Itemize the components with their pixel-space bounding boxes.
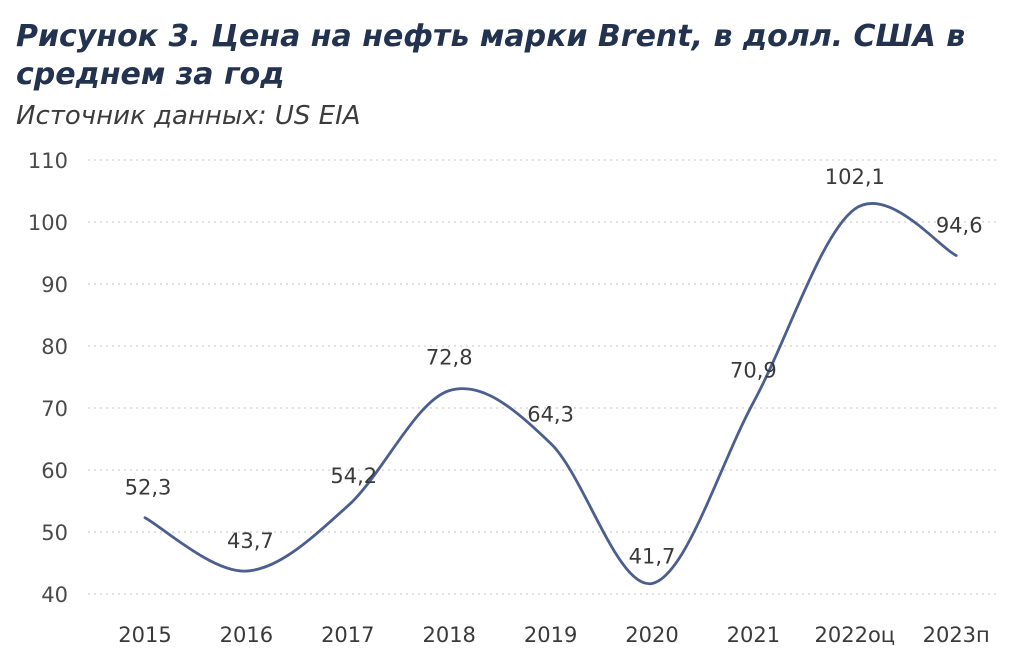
data-point <box>549 442 552 445</box>
x-tick-label: 2022оц <box>815 623 896 647</box>
series-group <box>143 201 958 585</box>
y-tick-label: 90 <box>41 273 68 297</box>
data-label: 52,3 <box>125 476 172 500</box>
y-tick-label: 50 <box>41 521 68 545</box>
data-point <box>853 207 856 211</box>
y-tick-label: 100 <box>28 211 68 235</box>
data-point <box>752 401 755 404</box>
y-tick-label: 60 <box>41 459 68 483</box>
data-label: 94,6 <box>936 213 983 237</box>
data-label: 41,7 <box>629 544 676 568</box>
x-tick-label: 2021 <box>727 623 780 647</box>
x-tick-label: 2017 <box>321 623 374 647</box>
data-label: 64,3 <box>527 402 574 426</box>
x-tick-label: 2023п <box>923 623 990 647</box>
x-tick-label: 2020 <box>625 623 678 647</box>
series-line <box>143 201 958 585</box>
data-point <box>346 504 349 508</box>
grid-lines <box>88 159 1000 595</box>
data-point <box>650 582 654 585</box>
chart-title: Рисунок 3. Цена на нефть марки Brent, в … <box>16 19 966 92</box>
y-tick-label: 110 <box>28 149 68 173</box>
data-point <box>448 389 451 392</box>
x-tick-label: 2019 <box>524 623 577 647</box>
y-tick-label: 40 <box>41 583 68 607</box>
data-label: 102,1 <box>825 165 885 189</box>
y-axis-ticks: 40 50 60 70 80 90 100 110 <box>28 149 68 607</box>
chart-subtitle: Источник данных: US EIA <box>16 101 361 131</box>
data-point <box>143 516 147 519</box>
data-label: 54,2 <box>330 464 377 488</box>
y-tick-label: 80 <box>41 335 68 359</box>
x-axis-ticks: 2015 2016 2017 2018 2019 2020 2021 2022оц 2023п <box>118 623 990 647</box>
data-label: 70,9 <box>730 358 777 382</box>
y-tick-label: 70 <box>41 397 68 421</box>
x-tick-label: 2016 <box>220 623 273 647</box>
data-labels: 52,3 43,7 54,2 72,8 64,3 41,7 70,9 102,1 94,6 <box>125 165 983 568</box>
data-label: 43,7 <box>227 529 274 553</box>
x-tick-label: 2018 <box>422 623 475 647</box>
x-tick-label: 2015 <box>118 623 171 647</box>
data-label: 72,8 <box>426 346 473 370</box>
data-point <box>245 569 248 573</box>
data-point <box>955 254 958 257</box>
